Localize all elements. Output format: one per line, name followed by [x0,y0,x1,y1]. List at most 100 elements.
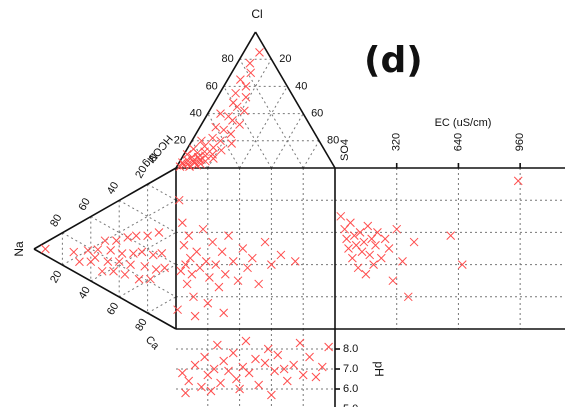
cation-grid-line [62,199,177,266]
cation-point [117,249,127,258]
field-point [179,240,189,250]
field-point [178,218,187,228]
anion-point [232,102,242,112]
anion-point [241,82,251,91]
cation-point [134,274,144,284]
anion-triangle-right-edge [254,31,336,169]
ph-tick-label: 7.0 [343,363,358,375]
ph-point [212,340,222,350]
anion-point [219,125,229,135]
anion-left-tick-label: 40 [190,108,202,120]
ph-point [206,386,216,396]
cation-point [143,231,152,241]
anion-grid-line [302,140,320,169]
ph-point [298,370,308,380]
cation-point [151,265,161,274]
cation-point [160,263,169,273]
cation-lower-tick-label: 40 [76,285,93,302]
ph-point [305,352,314,362]
cation-grid-line [90,231,177,282]
grid-layer [61,58,565,407]
cation-point [148,250,158,260]
anion-grid-line [207,58,272,169]
ph-tick-label: 5.0 [343,403,358,407]
cation-point [112,236,121,246]
ph-tick-label: 8.0 [343,343,358,355]
ph-point [273,350,283,360]
point-layer [41,48,523,400]
cation-point [75,257,84,267]
cation-point [140,261,150,271]
cation-point [83,246,93,255]
ph-point [324,342,333,352]
ec-point [409,237,419,247]
anion-point [228,116,237,125]
ph-point [235,384,244,394]
anion-point [216,145,226,155]
field-point [238,244,248,253]
cation-bottom-label: Ca [143,334,162,353]
ec-tick-label: 640 [452,133,464,151]
field-point [173,305,182,315]
ec-tick-label: 960 [514,133,526,151]
cation-point [131,231,141,241]
anion-left-tick-label: 60 [206,80,218,92]
cation-grid-line [147,296,177,314]
cation-grid-line [62,232,177,298]
cation-point [90,253,100,262]
cation-point [120,270,130,279]
field-point [267,260,276,269]
anion-point [255,48,264,57]
anion-point [227,139,237,148]
ph-point [282,376,292,386]
field-point [224,231,233,240]
cation-point [137,247,147,257]
field-point [260,237,270,247]
frame-layer [33,31,565,407]
ph-point [267,390,276,400]
anion-point [245,58,255,68]
anion-point [216,136,225,146]
field-point [290,257,300,266]
anion-grid-line [239,58,304,169]
anion-point [209,154,218,163]
ec-point [371,240,380,250]
field-point [190,311,200,321]
cation-upper-tick-label: 60 [76,196,93,213]
field-point [233,276,243,286]
field-point [192,247,202,257]
ph-point [190,360,200,370]
ph-point [197,382,206,392]
ec-point [357,247,367,257]
anion-grid-line [223,86,272,169]
cation-point [106,245,116,255]
field-point [174,195,184,205]
anion-point [185,162,194,171]
ec-tick-label: 320 [391,133,403,151]
ec-point [349,231,359,240]
anion-right-tick-label: 20 [279,53,291,65]
cation-upper-tick-label: 20 [133,164,150,181]
field-point [198,224,208,234]
field-point [228,257,238,266]
cation-point [69,247,79,257]
anion-right-tick-label: 60 [311,108,323,120]
anion-point [216,109,225,118]
anion-point [226,129,236,139]
ec-point [457,260,467,269]
ec-point [446,231,456,240]
ec-point [373,228,382,237]
anion-point [235,120,244,129]
anion-point [241,92,251,102]
ec-point [365,250,375,260]
cation-point [154,228,164,237]
ph-point [200,352,209,362]
ec-point [376,253,386,263]
ph-point [244,368,254,378]
cation-lower-tick-label: 80 [133,317,150,334]
anion-grid-line [239,86,288,169]
ec-point [346,218,355,228]
ec-point [513,176,523,186]
anion-point [178,158,187,167]
ec-point [361,269,371,279]
